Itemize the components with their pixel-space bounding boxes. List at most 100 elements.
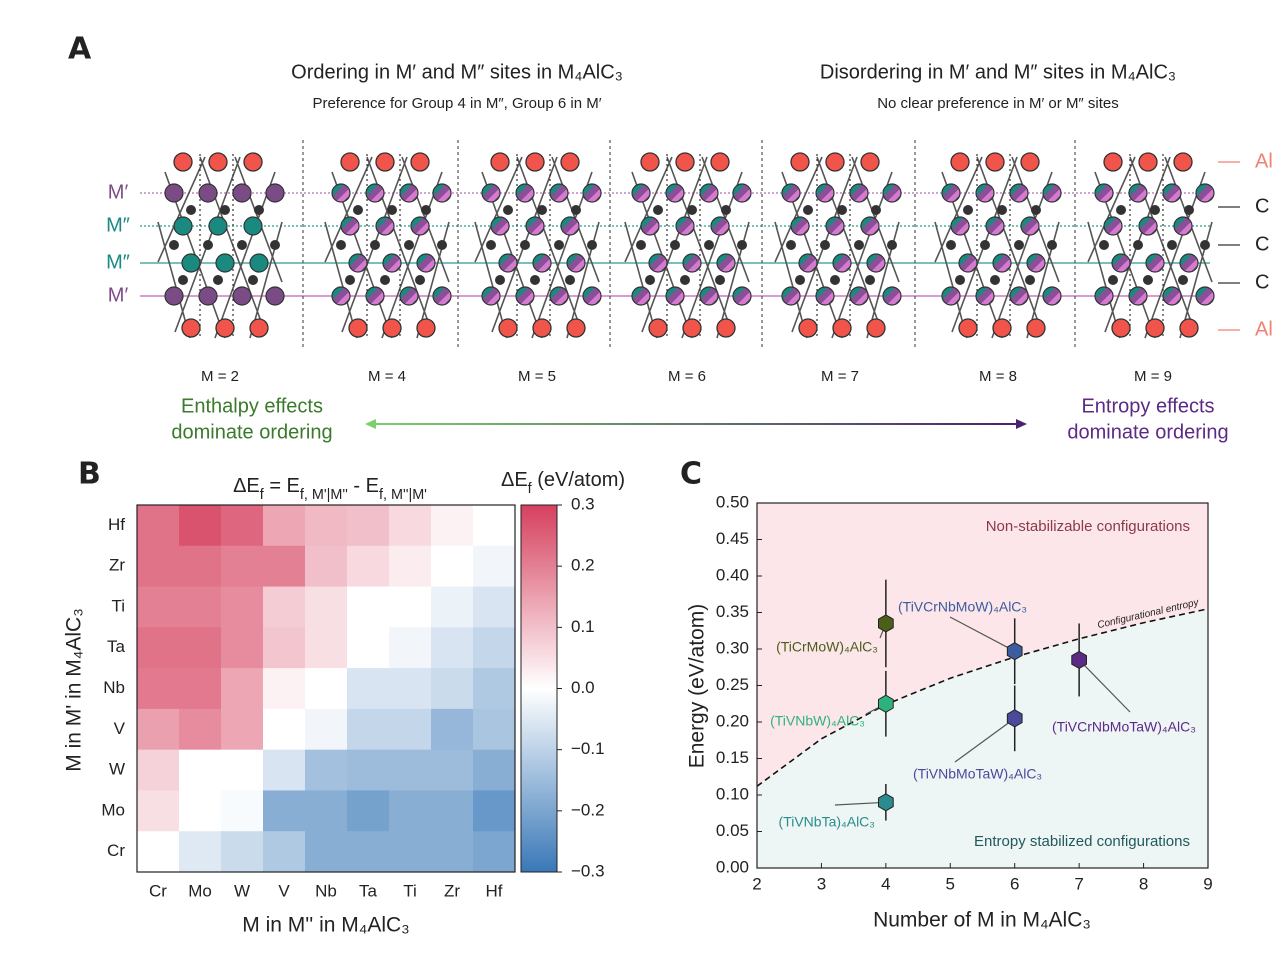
heatmap-cell [137,749,180,791]
y-tick-label: Mo [101,800,125,819]
heatmap-cell [431,831,474,873]
point-label: (TiVCrNbMoTaW)₄AlC₃ [1052,719,1196,735]
heatmap-cell [389,505,432,547]
x-axis-label: M in M'' in M₄AlC₃ [242,914,410,937]
point [1006,642,1023,661]
heatmap-cell [347,627,390,669]
x-tick-label: Mo [188,881,212,900]
y-tick-label: 0.00 [716,857,749,876]
heatmap-cell [389,668,432,710]
panel-a-title-left: Ordering in M′ and M″ sites in M₄AlC₃ [291,61,623,83]
heatmap-cell [473,708,516,751]
m-label: M = 4 [368,368,406,385]
heatmap-cell [389,790,432,832]
colorbar-tick-label: 0.3 [571,494,595,513]
heatmap-cell [347,505,390,547]
heatmap-cell [347,708,390,751]
heatmap-cell [347,790,390,832]
layer-label: C [1255,195,1269,217]
heatmap-cell [179,790,222,832]
heatmap-cell [221,790,264,832]
y-tick-label: Zr [109,556,125,575]
plot-frame [136,504,516,873]
heatmap-cell [305,668,348,710]
site-label: M″ [106,214,130,236]
x-tick-label: 8 [1139,874,1148,893]
heatmap-cell [179,545,222,588]
x-tick-label: Hf [486,881,503,900]
y-tick-label: 0.20 [716,711,749,730]
y-tick-label: 0.35 [716,602,749,621]
y-tick-label: 0.10 [716,784,749,803]
heatmap-cell [431,790,474,832]
layer-label: Al [1255,318,1273,340]
chart-title-part: f [260,487,265,503]
entropy-text: dominate ordering [1067,421,1228,443]
heatmap-cell [431,586,474,628]
heatmap-cell [179,627,222,669]
heatmap-cell [389,749,432,791]
point [877,793,894,812]
panel-letter: B [78,457,101,492]
heatmap-cell [389,586,432,628]
heatmap-cell [263,790,306,832]
heatmap-cell [221,708,264,751]
point-label: (TiVNbMoTaW)₄AlC₃ [913,766,1042,782]
scatter-panel: Configurational entropyNon-stabilizable … [686,492,1213,931]
y-tick-label: Hf [108,515,125,534]
panel-letter: A [68,32,92,67]
site-label: M″ [106,251,130,273]
y-tick-label: 0.40 [716,565,749,584]
heatmap-cell [263,627,306,669]
leader-line [954,717,1016,763]
x-tick-label: Nb [315,881,337,900]
point-label: (TiCrMoW)₄AlC₃ [776,639,878,655]
heatmap-cell [137,668,180,710]
panel-a-subtitle-right: No clear preference in M′ or M″ sites [877,95,1119,112]
panel-a-title-right: Disordering in M′ and M″ sites in M₄AlC₃ [820,61,1176,83]
colorbar-tick-label: −0.3 [571,861,605,880]
x-tick-label: Ta [359,881,378,900]
heatmap-cell [263,505,306,547]
colorbar-tick-label: 0.2 [571,556,595,575]
enthalpy-text: dominate ordering [171,421,332,443]
layer-label: C [1255,233,1269,255]
heatmap-cell [305,586,348,628]
heatmap-cell [137,545,180,588]
heatmap-cell [179,668,222,710]
heatmap-cell [263,831,306,873]
panel-a-subtitle-left: Preference for Group 4 in M″, Group 6 in… [312,95,601,112]
layer-label: Al [1255,150,1273,172]
y-tick-label: 0.50 [716,492,749,511]
heatmap-cell [305,627,348,669]
y-tick-label: V [114,719,126,738]
heatmap-cell [305,505,348,547]
y-tick-label: 0.15 [716,748,749,767]
x-tick-label: Zr [444,881,460,900]
layer-label: C [1255,271,1269,293]
colorbar [520,504,558,873]
point-label: (TiVNbW)₄AlC₃ [770,713,865,729]
panel-letter: C [680,457,702,492]
x-tick-label: 2 [752,874,761,893]
heatmap-cell [431,505,474,547]
chart-title: ΔEf = Ef, M'|M'' - Ef, M''|M' [233,475,427,503]
m-labels: M = 2 M = 4 M = 5 M = 6 M = 7 M = 8 M = … [201,368,1172,385]
heatmap-cell [347,545,390,588]
region-label: Non-stabilizable configurations [986,518,1190,535]
heatmap-cell [431,668,474,710]
y-tick-label: Cr [107,841,125,860]
y-tick-label: 0.05 [716,821,749,840]
heatmap-cell [347,749,390,791]
layer-labels: Al C C C Al [1218,150,1273,340]
site-label: M′ [108,284,129,306]
leader-line [834,801,886,806]
colorbar-tick-label: 0.0 [571,678,595,697]
y-tick-label: Ta [107,637,126,656]
point-label: (TiVCrNbMoW)₄AlC₃ [898,599,1027,615]
chart-title-part: f, M'|M'' [300,487,348,503]
x-tick-label: 4 [881,874,890,893]
heatmap-cell [473,505,516,547]
heatmap-cell [431,545,474,588]
heatmap-cell [179,505,222,547]
